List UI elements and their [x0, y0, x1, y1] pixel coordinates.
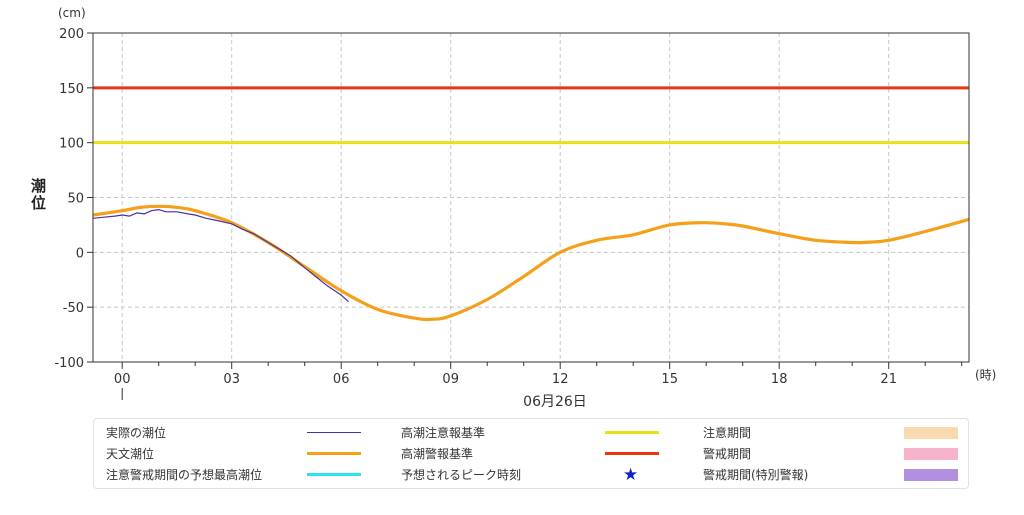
y-tick-label: 50 — [67, 192, 84, 207]
legend-label: 警戒期間(特別警報) — [703, 468, 809, 482]
y-tick-label: 150 — [59, 82, 84, 97]
legend: 実際の潮位天文潮位注意警戒期間の予想最高潮位 高潮注意報基準 高潮警報基準予想される… — [93, 418, 969, 489]
tide-chart: (cm) (時) 潮位 06月26日 -100 -50 0 50 100 150 200 00… — [29, 6, 996, 410]
legend-label: 高潮注意報基準 — [401, 426, 486, 440]
plot-frame — [92, 32, 970, 363]
y-tick-label: -50 — [63, 301, 84, 316]
y-unit-label: (cm) — [58, 6, 86, 20]
y-tick-label: 0 — [76, 246, 84, 261]
legend-label: 高潮警報基準 — [401, 447, 474, 461]
legend-line-key — [605, 431, 659, 434]
legend-line-key — [307, 452, 361, 455]
x-tick-label: 18 — [771, 372, 788, 387]
series-observed-tide — [92, 209, 349, 303]
y-tick-label: 100 — [59, 137, 84, 152]
x-axis-label: 06月26日 — [523, 394, 587, 410]
x-tick-label: 15 — [661, 372, 678, 387]
legend-label: 警戒期間 — [703, 447, 752, 461]
x-tick-label: 03 — [223, 372, 240, 387]
legend-label: 実際の潮位 — [106, 426, 167, 440]
legend-line-key — [605, 452, 659, 455]
legend-swatch — [904, 448, 958, 460]
x-tick-label: 21 — [880, 372, 897, 387]
legend-line-key — [307, 473, 361, 476]
legend-swatch — [904, 427, 958, 439]
x-tick-label: 00 — [114, 372, 131, 387]
legend-label: 注意警戒期間の予想最高潮位 — [106, 468, 263, 482]
y-tick-label: 200 — [59, 27, 84, 42]
y-tick-label: -100 — [54, 356, 84, 371]
x-tick-label: 12 — [552, 372, 569, 387]
star-icon: ★ — [623, 465, 639, 485]
y-axis-label: 潮位 — [29, 177, 47, 212]
x-tick-label: 06 — [333, 372, 350, 387]
legend-label: 注意期間 — [703, 426, 752, 440]
legend-label: 天文潮位 — [106, 447, 155, 461]
legend-label: 予想されるピーク時刻 — [401, 468, 522, 482]
legend-swatch — [904, 469, 958, 481]
x-tick-label: 09 — [442, 372, 459, 387]
legend-line-key — [307, 432, 361, 433]
x-unit-label: (時) — [975, 368, 996, 382]
series-astronomical-tide — [92, 204, 970, 322]
